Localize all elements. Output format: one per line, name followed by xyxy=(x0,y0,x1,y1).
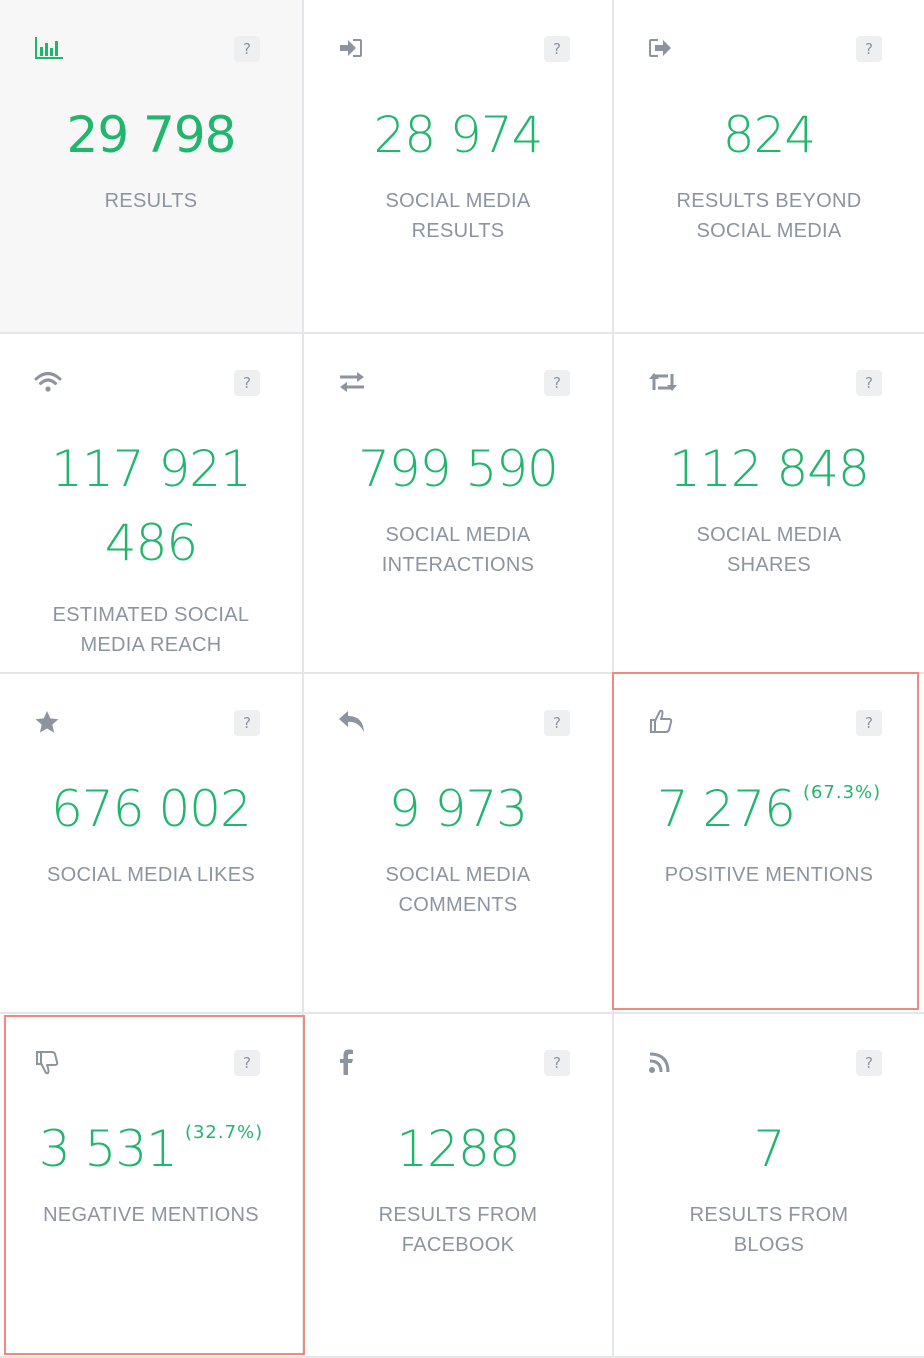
help-button[interactable]: ? xyxy=(856,36,882,62)
facebook-value: 1288 xyxy=(396,1120,520,1178)
card-results[interactable]: ? 29 798 RESULTS xyxy=(0,0,304,334)
card-negative-mentions[interactable]: ? 3 531 (32.7%) NEGATIVE MENTIONS xyxy=(0,1014,304,1358)
comments-value: 9 973 xyxy=(388,780,528,838)
positive-mentions-label: POSITIVE MENTIONS xyxy=(664,864,874,886)
facebook-icon xyxy=(338,1048,368,1076)
help-button[interactable]: ? xyxy=(544,36,570,62)
card-social-media-shares[interactable]: ? 112 848 SOCIAL MEDIA SHARES xyxy=(614,334,924,674)
retweet-icon xyxy=(648,368,678,396)
help-button[interactable]: ? xyxy=(234,710,260,736)
help-button[interactable]: ? xyxy=(856,1050,882,1076)
card-results-from-blogs[interactable]: ? 7 RESULTS FROM BLOGS xyxy=(614,1014,924,1358)
blogs-value: 7 xyxy=(753,1120,786,1178)
comments-label: SOCIAL MEDIA COMMENTS xyxy=(385,864,531,916)
thumbs-up-icon xyxy=(648,708,678,736)
help-button[interactable]: ? xyxy=(544,710,570,736)
estimated-reach-label: ESTIMATED SOCIAL MEDIA REACH xyxy=(52,604,250,656)
help-button[interactable]: ? xyxy=(856,710,882,736)
card-social-media-comments[interactable]: ? 9 973 SOCIAL MEDIA COMMENTS xyxy=(304,674,614,1014)
interactions-value: 799 590 xyxy=(358,440,559,498)
card-positive-mentions[interactable]: ? 7 276 (67.3%) POSITIVE MENTIONS xyxy=(614,674,924,1014)
results-value: 29 798 xyxy=(66,106,237,164)
bar-chart-icon xyxy=(34,34,64,62)
card-estimated-reach[interactable]: ? 117 921 486 ESTIMATED SOCIAL MEDIA REA… xyxy=(0,334,304,674)
star-icon xyxy=(34,708,64,736)
positive-mentions-value: 7 276 (67.3%) xyxy=(656,780,882,838)
negative-mentions-label: NEGATIVE MENTIONS xyxy=(43,1204,259,1226)
help-button[interactable]: ? xyxy=(234,1050,260,1076)
negative-percent: (32.7%) xyxy=(184,1122,264,1143)
negative-mentions-value: 3 531 (32.7%) xyxy=(38,1120,264,1178)
facebook-label: RESULTS FROM FACEBOOK xyxy=(378,1204,538,1256)
shares-label: SOCIAL MEDIA SHARES xyxy=(696,524,842,576)
card-results-from-facebook[interactable]: ? 1288 RESULTS FROM FACEBOOK xyxy=(304,1014,614,1358)
card-social-media-interactions[interactable]: ? 799 590 SOCIAL MEDIA INTERACTIONS xyxy=(304,334,614,674)
likes-label: SOCIAL MEDIA LIKES xyxy=(46,864,256,886)
sign-in-icon xyxy=(338,34,368,62)
help-button[interactable]: ? xyxy=(544,1050,570,1076)
likes-value: 676 002 xyxy=(51,780,252,838)
card-social-media-likes[interactable]: ? 676 002 SOCIAL MEDIA LIKES xyxy=(0,674,304,1014)
card-results-beyond-social-media[interactable]: ? 824 RESULTS BEYOND SOCIAL MEDIA xyxy=(614,0,924,334)
help-button[interactable]: ? xyxy=(856,370,882,396)
positive-percent: (67.3%) xyxy=(802,782,882,803)
results-beyond-label: RESULTS BEYOND SOCIAL MEDIA xyxy=(676,190,862,242)
reply-icon xyxy=(338,708,368,736)
wifi-icon xyxy=(34,368,64,396)
exchange-arrows-icon xyxy=(338,368,368,396)
card-social-media-results[interactable]: ? 28 974 SOCIAL MEDIA RESULTS xyxy=(304,0,614,334)
help-button[interactable]: ? xyxy=(544,370,570,396)
help-button[interactable]: ? xyxy=(234,36,260,62)
thumbs-down-icon xyxy=(34,1048,64,1076)
interactions-label: SOCIAL MEDIA INTERACTIONS xyxy=(381,524,535,576)
blogs-label: RESULTS FROM BLOGS xyxy=(689,1204,849,1256)
sign-out-icon xyxy=(648,34,678,62)
rss-icon xyxy=(648,1048,678,1076)
social-media-results-value: 28 974 xyxy=(373,106,544,164)
estimated-reach-value: 117 921 486 xyxy=(51,440,252,572)
results-beyond-value: 824 xyxy=(722,106,816,164)
help-button[interactable]: ? xyxy=(234,370,260,396)
results-label: RESULTS xyxy=(104,190,198,212)
social-media-results-label: SOCIAL MEDIA RESULTS xyxy=(385,190,531,242)
shares-value: 112 848 xyxy=(669,440,870,498)
